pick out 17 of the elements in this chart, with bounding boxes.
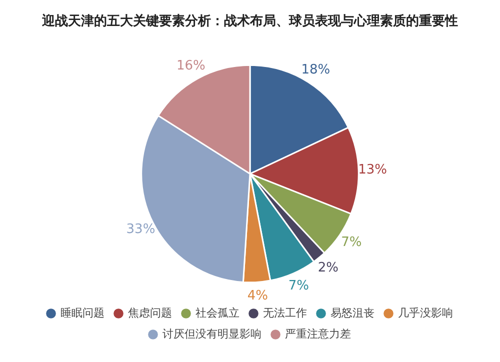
legend-label: 焦虑问题 (128, 306, 172, 320)
legend-label: 社会孤立 (196, 306, 240, 320)
data-label: 13% (358, 162, 388, 178)
data-label: 4% (247, 288, 268, 304)
legend-label: 几乎没影响 (398, 306, 453, 320)
legend-label: 讨厌但没有明显影响 (162, 327, 262, 340)
data-label: 2% (318, 260, 338, 276)
data-label: 7% (341, 235, 362, 250)
legend-label: 易怒沮丧 (330, 306, 374, 320)
data-label: 33% (126, 222, 156, 237)
legend-label: 严重注意力差 (285, 327, 351, 340)
data-label: 7% (288, 278, 310, 294)
legend-label: 睡眠问题 (60, 306, 104, 320)
chart-title: 迎战天津的五大关键要素分析：战术布局、球员表现与心理素质的重要性 (41, 13, 458, 30)
legend-label: 无法工作 (263, 306, 307, 320)
data-label: 16% (176, 58, 206, 74)
data-label: 18% (301, 62, 330, 78)
